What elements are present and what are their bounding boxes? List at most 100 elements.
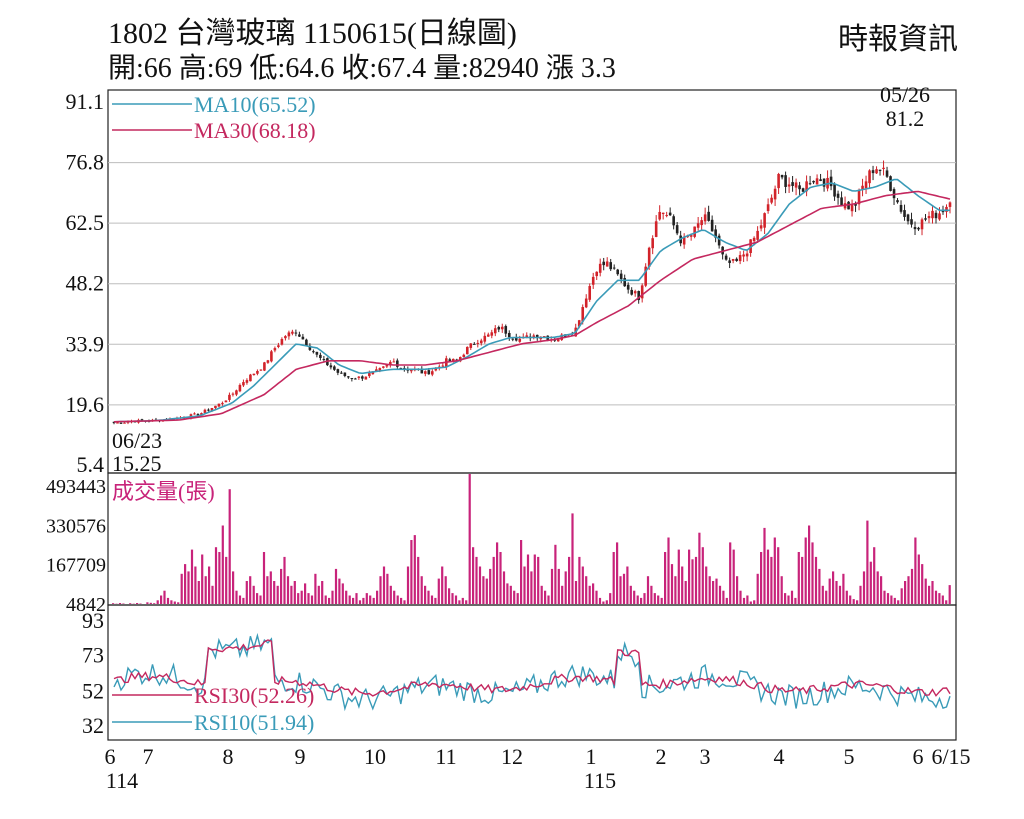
volume-bar bbox=[688, 549, 691, 604]
volume-bar bbox=[760, 552, 763, 604]
volume-bar bbox=[650, 585, 653, 604]
candle-body bbox=[850, 205, 854, 212]
volume-bar bbox=[297, 593, 300, 604]
volume-bar bbox=[825, 590, 828, 604]
candle-body bbox=[903, 210, 906, 217]
volume-bar bbox=[636, 595, 639, 604]
candle-body bbox=[280, 339, 284, 345]
x-axis-month-label: 6 bbox=[913, 744, 924, 769]
rsi30-legend-label: RSI30(52.26) bbox=[194, 683, 314, 708]
candle-body bbox=[892, 189, 896, 199]
volume-bar bbox=[910, 568, 914, 604]
candle-body bbox=[490, 332, 494, 336]
volume-bar bbox=[605, 600, 608, 604]
candle-body bbox=[228, 394, 231, 400]
volume-bar bbox=[544, 590, 547, 604]
volume-bar bbox=[269, 571, 272, 604]
volume-bar bbox=[317, 585, 320, 604]
volume-bar bbox=[149, 602, 152, 604]
volume-bar bbox=[276, 585, 279, 604]
volume-bar bbox=[211, 585, 214, 604]
candle-body bbox=[221, 402, 224, 404]
ohlc-summary: 開:66 高:69 低:64.6 收:67.4 量:82940 漲 3.3 bbox=[108, 53, 616, 84]
candle-body bbox=[878, 169, 882, 172]
volume-bar bbox=[139, 603, 142, 604]
volume-bar bbox=[300, 590, 303, 604]
volume-bar bbox=[780, 576, 783, 604]
candle-body bbox=[119, 422, 123, 424]
candle-body bbox=[700, 220, 703, 226]
volume-bar bbox=[633, 590, 636, 604]
x-axis-month-label: 8 bbox=[223, 744, 234, 769]
volume-bar bbox=[286, 576, 290, 604]
volume-bar bbox=[262, 552, 266, 604]
volume-bar bbox=[554, 544, 557, 604]
grid-lines bbox=[108, 162, 956, 406]
candle-body bbox=[742, 254, 745, 257]
volume-bar bbox=[602, 601, 605, 604]
volume-bar bbox=[156, 600, 159, 604]
volume-bar bbox=[626, 566, 629, 604]
volume-bar bbox=[643, 593, 646, 604]
volume-bar bbox=[266, 576, 269, 604]
volume-bar bbox=[794, 597, 797, 604]
candle-body bbox=[333, 366, 336, 370]
candle-body bbox=[871, 170, 875, 174]
volume-bar bbox=[465, 600, 468, 604]
candle-body bbox=[193, 413, 196, 415]
candle-body bbox=[493, 328, 497, 334]
candle-body bbox=[672, 216, 675, 226]
candle-body bbox=[556, 338, 560, 342]
volume-bars bbox=[112, 474, 951, 604]
candle-body bbox=[126, 421, 130, 423]
candle-body bbox=[203, 409, 207, 414]
candle-body bbox=[815, 178, 819, 185]
candle-body bbox=[913, 227, 917, 230]
candle-body bbox=[896, 200, 899, 203]
candle-body bbox=[682, 236, 686, 245]
candle-body bbox=[819, 179, 822, 181]
volume-bar bbox=[907, 576, 910, 604]
candle-body bbox=[273, 348, 277, 351]
candle-body bbox=[189, 414, 193, 418]
volume-bar bbox=[454, 595, 458, 604]
candle-body bbox=[322, 359, 326, 361]
candle-body bbox=[714, 229, 717, 238]
volume-bar bbox=[177, 602, 180, 604]
candle-body bbox=[647, 247, 651, 267]
ma30-line bbox=[113, 190, 951, 423]
volume-bar bbox=[187, 571, 190, 604]
volume-bar bbox=[595, 590, 598, 604]
volume-bar bbox=[324, 595, 327, 604]
volume-bar bbox=[523, 566, 526, 604]
candle-body bbox=[927, 216, 931, 219]
volume-bar bbox=[739, 590, 742, 604]
volume-bar bbox=[904, 581, 907, 604]
candle-body bbox=[770, 197, 773, 203]
candle-body bbox=[399, 367, 403, 369]
volume-bar bbox=[928, 585, 931, 604]
volume-bar bbox=[352, 597, 355, 604]
candle-body bbox=[315, 351, 319, 355]
volume-bar bbox=[917, 554, 920, 604]
volume-bar bbox=[184, 564, 187, 604]
volume-bar bbox=[410, 540, 413, 604]
volume-bar bbox=[129, 603, 132, 604]
candle-body bbox=[864, 181, 868, 189]
candle-body bbox=[514, 337, 518, 341]
volume-bar bbox=[485, 578, 488, 604]
volume-bar bbox=[924, 578, 927, 604]
volume-bar bbox=[856, 600, 859, 604]
x-axis-month-label: 3 bbox=[700, 744, 711, 769]
low-annotation-value: 15.25 bbox=[112, 451, 162, 476]
volume-bar bbox=[499, 552, 502, 604]
volume-bar bbox=[746, 595, 749, 604]
volume-bar bbox=[338, 578, 341, 604]
candle-body bbox=[385, 364, 389, 367]
volume-bar bbox=[379, 576, 382, 604]
candle-body bbox=[637, 291, 640, 301]
volume-bar bbox=[547, 595, 550, 604]
candle-body bbox=[822, 178, 826, 187]
candle-body bbox=[424, 371, 427, 374]
volume-bar bbox=[420, 576, 423, 604]
